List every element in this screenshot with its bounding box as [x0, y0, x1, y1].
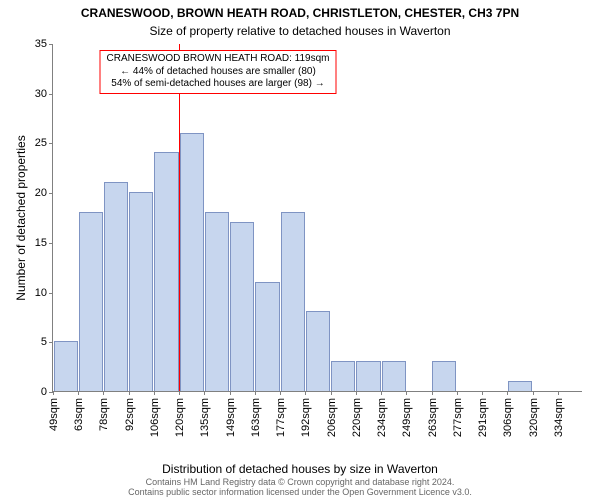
x-tick-mark: [78, 391, 79, 395]
annotation-line: ← 44% of detached houses are smaller (80…: [107, 66, 330, 79]
y-axis-label-wrap: Number of detached properties: [14, 44, 28, 392]
x-tick-mark: [356, 391, 357, 395]
x-tick-label: 249sqm: [399, 398, 413, 437]
y-tick-mark: [49, 44, 53, 45]
x-tick-mark: [179, 391, 180, 395]
x-tick-label: 49sqm: [46, 398, 60, 431]
annotation-line: CRANESWOOD BROWN HEATH ROAD: 119sqm: [107, 53, 330, 66]
x-tick-mark: [432, 391, 433, 395]
x-tick-label: 277sqm: [450, 398, 464, 437]
x-tick-label: 334sqm: [551, 398, 565, 437]
x-tick-label: 177sqm: [273, 398, 287, 437]
x-tick-label: 92sqm: [122, 398, 136, 431]
x-tick-label: 291sqm: [475, 398, 489, 437]
y-tick-mark: [49, 293, 53, 294]
x-tick-mark: [457, 391, 458, 395]
x-tick-label: 320sqm: [526, 398, 540, 437]
x-tick-mark: [558, 391, 559, 395]
x-tick-label: 149sqm: [223, 398, 237, 437]
chart-title-line2: Size of property relative to detached ho…: [0, 24, 600, 38]
y-tick-mark: [49, 193, 53, 194]
x-tick-label: 306sqm: [500, 398, 514, 437]
annotation-line: 54% of semi-detached houses are larger (…: [107, 78, 330, 91]
x-tick-label: 78sqm: [96, 398, 110, 431]
footnote: Contains HM Land Registry data © Crown c…: [0, 478, 600, 498]
x-tick-mark: [406, 391, 407, 395]
x-tick-label: 192sqm: [298, 398, 312, 437]
y-tick-mark: [49, 342, 53, 343]
x-tick-label: 106sqm: [147, 398, 161, 437]
x-tick-mark: [204, 391, 205, 395]
y-tick-mark: [49, 94, 53, 95]
x-tick-mark: [129, 391, 130, 395]
x-tick-mark: [53, 391, 54, 395]
x-tick-mark: [280, 391, 281, 395]
x-tick-label: 135sqm: [197, 398, 211, 437]
x-tick-label: 263sqm: [425, 398, 439, 437]
chart-title-line1: CRANESWOOD, BROWN HEATH ROAD, CHRISTLETO…: [0, 6, 600, 20]
annotation-box: CRANESWOOD BROWN HEATH ROAD: 119sqm← 44%…: [100, 50, 337, 94]
y-tick-mark: [49, 243, 53, 244]
x-tick-label: 234sqm: [374, 398, 388, 437]
x-tick-label: 63sqm: [71, 398, 85, 431]
x-tick-label: 163sqm: [248, 398, 262, 437]
plot-area: CRANESWOOD BROWN HEATH ROAD: 119sqm← 44%…: [52, 44, 582, 392]
x-tick-mark: [103, 391, 104, 395]
x-tick-mark: [255, 391, 256, 395]
x-tick-mark: [154, 391, 155, 395]
x-tick-mark: [331, 391, 332, 395]
x-tick-mark: [507, 391, 508, 395]
x-axis-label: Distribution of detached houses by size …: [0, 462, 600, 476]
x-tick-mark: [230, 391, 231, 395]
x-tick-mark: [381, 391, 382, 395]
annotation-layer: CRANESWOOD BROWN HEATH ROAD: 119sqm← 44%…: [53, 44, 582, 391]
x-tick-mark: [482, 391, 483, 395]
y-tick-mark: [49, 143, 53, 144]
chart-root: CRANESWOOD, BROWN HEATH ROAD, CHRISTLETO…: [0, 0, 600, 500]
footnote-line2: Contains public sector information licen…: [0, 488, 600, 498]
x-tick-mark: [305, 391, 306, 395]
y-axis-label: Number of detached properties: [14, 135, 28, 300]
x-tick-label: 220sqm: [349, 398, 363, 437]
x-tick-label: 206sqm: [324, 398, 338, 437]
x-tick-label: 120sqm: [172, 398, 186, 437]
x-tick-mark: [533, 391, 534, 395]
